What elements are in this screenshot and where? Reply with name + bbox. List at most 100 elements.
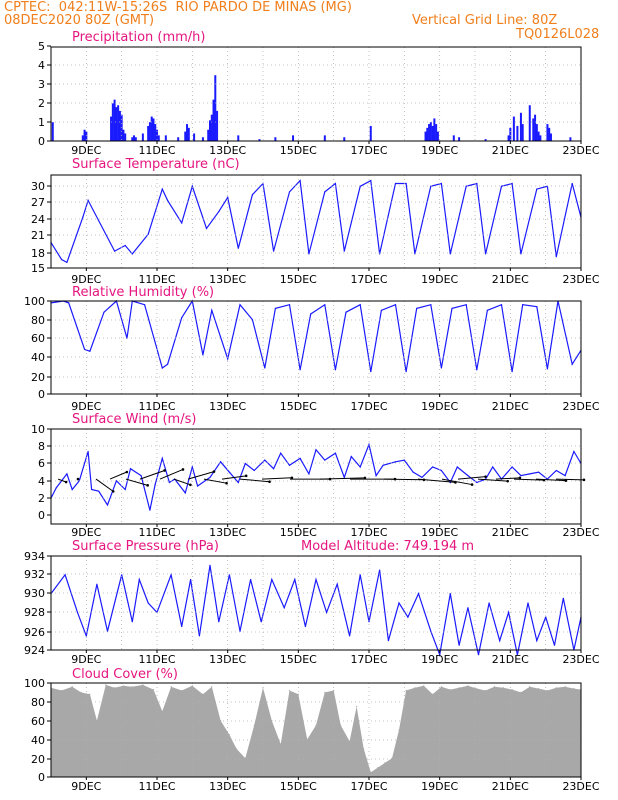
cloud-point xyxy=(493,686,496,688)
wind-arrow-head xyxy=(582,478,586,482)
y-tick-label: 27 xyxy=(31,196,45,209)
wind-arrow-head xyxy=(506,479,510,483)
series-point xyxy=(202,354,204,356)
precip-bar xyxy=(210,114,213,141)
precip-bar xyxy=(186,124,189,141)
cloud-point xyxy=(520,691,522,694)
series-point xyxy=(562,597,564,599)
series-point xyxy=(66,261,68,263)
cloud-point xyxy=(340,724,342,726)
cloud-point xyxy=(467,685,469,687)
y-tick-label: 15 xyxy=(31,262,45,275)
plot-frame xyxy=(50,555,582,651)
wind-arrow xyxy=(535,478,566,482)
precip-bar xyxy=(274,137,277,141)
y-tick-label: 926 xyxy=(24,626,45,639)
precip-bar xyxy=(147,125,150,141)
series-point xyxy=(205,227,208,230)
precip-bar xyxy=(569,137,572,141)
y-tick-label: 924 xyxy=(24,644,45,657)
series-point xyxy=(114,250,116,252)
series-point xyxy=(326,611,328,614)
series-point xyxy=(536,640,538,642)
y-tick-label: 0 xyxy=(38,135,45,148)
x-tick-label: 23DEC xyxy=(562,144,599,157)
wind-arrow xyxy=(495,477,520,480)
cloud-point xyxy=(377,767,379,769)
precip-bar xyxy=(528,105,531,141)
cloud-point xyxy=(161,710,163,712)
cloud-point xyxy=(142,684,144,686)
x-tick-label: 15DEC xyxy=(280,653,317,666)
series-point xyxy=(486,309,488,311)
cloud-point xyxy=(391,757,393,759)
x-tick-label: 21DEC xyxy=(492,780,529,793)
y-tick-label: 30 xyxy=(31,180,45,193)
cloud-point xyxy=(170,686,172,688)
wind-arrow xyxy=(221,475,247,480)
series-point xyxy=(571,182,573,185)
x-tick-label: 19DEC xyxy=(421,400,458,413)
cloud-point xyxy=(573,688,575,690)
x-tick-label: 11DEC xyxy=(138,780,175,793)
series-point xyxy=(218,211,220,213)
series-point xyxy=(253,469,255,472)
series-point xyxy=(394,182,397,185)
series-point xyxy=(348,635,351,637)
x-tick-label: 19DEC xyxy=(421,273,458,286)
precip-bar xyxy=(83,129,86,141)
series-point xyxy=(520,253,522,255)
y-tick-label: 1 xyxy=(38,116,45,129)
precip-bar xyxy=(111,103,114,141)
cloud-point xyxy=(546,689,549,692)
precip-bar xyxy=(177,137,180,141)
series-point xyxy=(227,196,229,199)
series-point xyxy=(121,574,123,576)
wind-arrow xyxy=(159,468,184,480)
precip-bar xyxy=(131,137,134,141)
precip-bar xyxy=(152,118,155,141)
x-tick-label: 9DEC xyxy=(71,400,101,413)
wind-arrow-head xyxy=(268,480,271,483)
series-point xyxy=(124,244,126,247)
plot-frame xyxy=(50,300,582,395)
series-point xyxy=(251,319,253,321)
series-point xyxy=(416,307,418,310)
x-tick-label: 17DEC xyxy=(350,144,387,157)
y-tick-label: 80 xyxy=(31,314,45,327)
series-point xyxy=(131,253,133,255)
y-tick-label: 40 xyxy=(31,734,45,747)
series-point xyxy=(181,625,183,628)
y-tick-label: 8 xyxy=(38,440,45,453)
series-point xyxy=(507,611,510,614)
cloud-point xyxy=(288,689,291,692)
cloud-point xyxy=(356,705,358,708)
precip-bar xyxy=(148,122,151,141)
series-point xyxy=(477,654,480,656)
series-point xyxy=(343,476,345,478)
panel-title: Cloud Cover (%) xyxy=(72,667,178,682)
precip-bar xyxy=(209,120,211,141)
cloud-point xyxy=(89,693,91,695)
panel-1: 15 18 21 24 27 30 9DEC 11DEC 13DEC 15DEC 17DEC 19DE… xyxy=(31,157,600,286)
cloud-point xyxy=(511,688,513,691)
plot-frame xyxy=(50,428,582,525)
panel-title: Precipitation (mm/h) xyxy=(72,30,205,45)
series-point xyxy=(573,450,575,453)
precip-bar xyxy=(184,131,187,141)
series-point xyxy=(299,457,301,459)
x-tick-label: 13DEC xyxy=(209,653,246,666)
series-point xyxy=(283,607,285,609)
wind-arrow xyxy=(139,470,165,480)
wind-arrow-head xyxy=(163,469,166,472)
series-point xyxy=(68,302,70,304)
panel-4: 924 926 928 930 932 934 9DEC 11DEC 13DEC 15DEC 17D… xyxy=(24,539,600,666)
series-point xyxy=(181,317,183,319)
panel-title: Surface Pressure (hPa) xyxy=(72,539,219,554)
series-point xyxy=(237,481,239,484)
precip-bar xyxy=(548,127,551,141)
precip-bar xyxy=(546,124,549,141)
y-tick-label: 934 xyxy=(24,550,45,563)
x-tick-label: 11DEC xyxy=(138,526,175,539)
